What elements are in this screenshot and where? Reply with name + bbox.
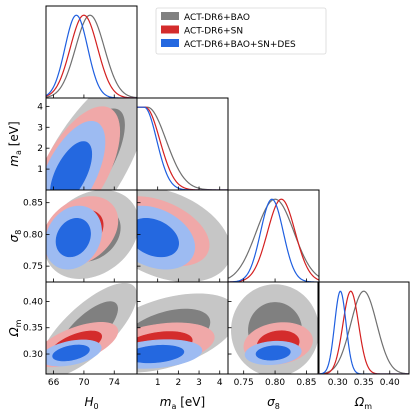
panel-Omegam-vs-Omegam: 0.30 0.35 0.40 xyxy=(317,281,410,388)
x-tick-label-ma: 2 xyxy=(175,378,181,388)
marginal-curve-Omegam-1 xyxy=(318,290,409,374)
panel-frame xyxy=(45,5,138,99)
x-tick-label-H0: 74 xyxy=(109,378,121,388)
panel-ma-vs-ma xyxy=(136,97,229,191)
y-tick-label-ma: 3 xyxy=(37,123,43,133)
x-tick-label-sigma8: 0.75 xyxy=(234,378,254,388)
y-tick-label-sigma8: 0.85 xyxy=(23,199,43,209)
y-tick-label-ma: 4 xyxy=(37,102,43,112)
y-tick-label-Omegam: 0.40 xyxy=(23,297,43,307)
panel-sigma8-vs-ma xyxy=(136,189,229,283)
x-tick-label-Omegam: 0.40 xyxy=(380,378,400,388)
y-axis-label-ma: ma [eV] xyxy=(7,121,23,166)
y-tick-label-Omegam: 0.35 xyxy=(23,324,43,334)
y-tick-label-sigma8: 0.75 xyxy=(23,262,43,272)
y-tick-label-sigma8: 0.80 xyxy=(23,230,43,240)
panel-frame xyxy=(317,281,410,375)
x-tick-label-ma: 1 xyxy=(155,378,161,388)
x-tick-label-H0: 70 xyxy=(78,378,90,388)
y-axis-label-sigma8: σ8 xyxy=(7,230,23,243)
panel-Omegam-vs-H0: 66 70 74 0.30 0.35 0.40 xyxy=(23,281,138,388)
marginal-curve-H0-1 xyxy=(46,14,137,98)
y-tick-label-ma: 2 xyxy=(37,144,43,154)
marginal-curve-H0-0 xyxy=(46,14,137,98)
x-axis-label-ma: ma [eV] xyxy=(160,395,205,411)
marginal-curve-ma-1 xyxy=(137,106,228,190)
marginal-curve-sigma8-2 xyxy=(228,198,319,282)
panel-Omegam-vs-ma: 1 2 3 4 xyxy=(136,281,229,388)
contour-ma-Omegam-2-inner xyxy=(137,344,185,364)
panel-H0-vs-H0 xyxy=(45,5,138,99)
x-tick-label-H0: 66 xyxy=(48,378,60,388)
legend-label-1: ACT-DR6+SN xyxy=(184,27,243,37)
legend-label-2: ACT-DR6+BAO+SN+DES xyxy=(184,40,296,50)
panel-ma-vs-H0: 1 2 3 4 xyxy=(37,97,138,191)
x-tick-label-ma: 4 xyxy=(217,378,223,388)
marginal-curve-ma-2 xyxy=(137,106,228,190)
x-axis-label-H0: H0 xyxy=(84,395,98,411)
axis-labels: H0 ma [eV] σ8 Ωm ma [eV] σ8 Ωm xyxy=(7,121,372,411)
y-axis-label-Omegam: Ωm xyxy=(7,319,23,337)
contour-H0-Omegam-2-inner xyxy=(52,344,90,362)
marginal-curve-ma-0 xyxy=(137,106,228,190)
contour-H0-ma-2-inner xyxy=(50,141,93,190)
x-axis-label-Omegam: Ωm xyxy=(354,395,372,411)
panel-sigma8-vs-H0: 0.75 0.80 0.85 xyxy=(23,189,138,283)
marginal-curve-Omegam-2 xyxy=(318,290,409,374)
marginal-curve-Omegam-0 xyxy=(318,290,409,374)
panel-sigma8-vs-sigma8 xyxy=(227,189,320,283)
x-tick-label-sigma8: 0.85 xyxy=(296,378,316,388)
contour-H0-sigma8-2-inner xyxy=(55,217,91,258)
x-tick-label-Omegam: 0.35 xyxy=(354,378,374,388)
legend-swatch-0 xyxy=(161,12,179,20)
x-axis-label-sigma8: σ8 xyxy=(267,395,280,411)
x-tick-label-sigma8: 0.80 xyxy=(265,378,285,388)
marginal-curve-sigma8-1 xyxy=(228,198,319,282)
legend-swatch-2 xyxy=(161,39,179,47)
y-tick-label-ma: 1 xyxy=(37,165,43,175)
panel-Omegam-vs-sigma8: 0.75 0.80 0.85 xyxy=(227,281,320,388)
contour-sigma8-Omegam-2-inner xyxy=(255,345,291,361)
legend-swatch-1 xyxy=(161,25,179,34)
y-tick-label-Omegam: 0.30 xyxy=(23,350,43,360)
x-tick-label-ma: 3 xyxy=(196,378,202,388)
panel-frame xyxy=(227,189,320,283)
x-tick-label-Omegam: 0.30 xyxy=(328,378,348,388)
legend: ACT-DR6+BAO ACT-DR6+SN ACT-DR6+BAO+SN+DES xyxy=(155,7,327,55)
contour-ma-sigma8-2-inner xyxy=(137,218,179,258)
legend-label-0: ACT-DR6+BAO xyxy=(184,13,250,23)
legend-box xyxy=(155,7,327,55)
panels: 1 2 3 4 0.75 0.80 0.85 66 70 74 0.30 0.35 0.40 1 2 3 4 0.… xyxy=(23,5,410,388)
